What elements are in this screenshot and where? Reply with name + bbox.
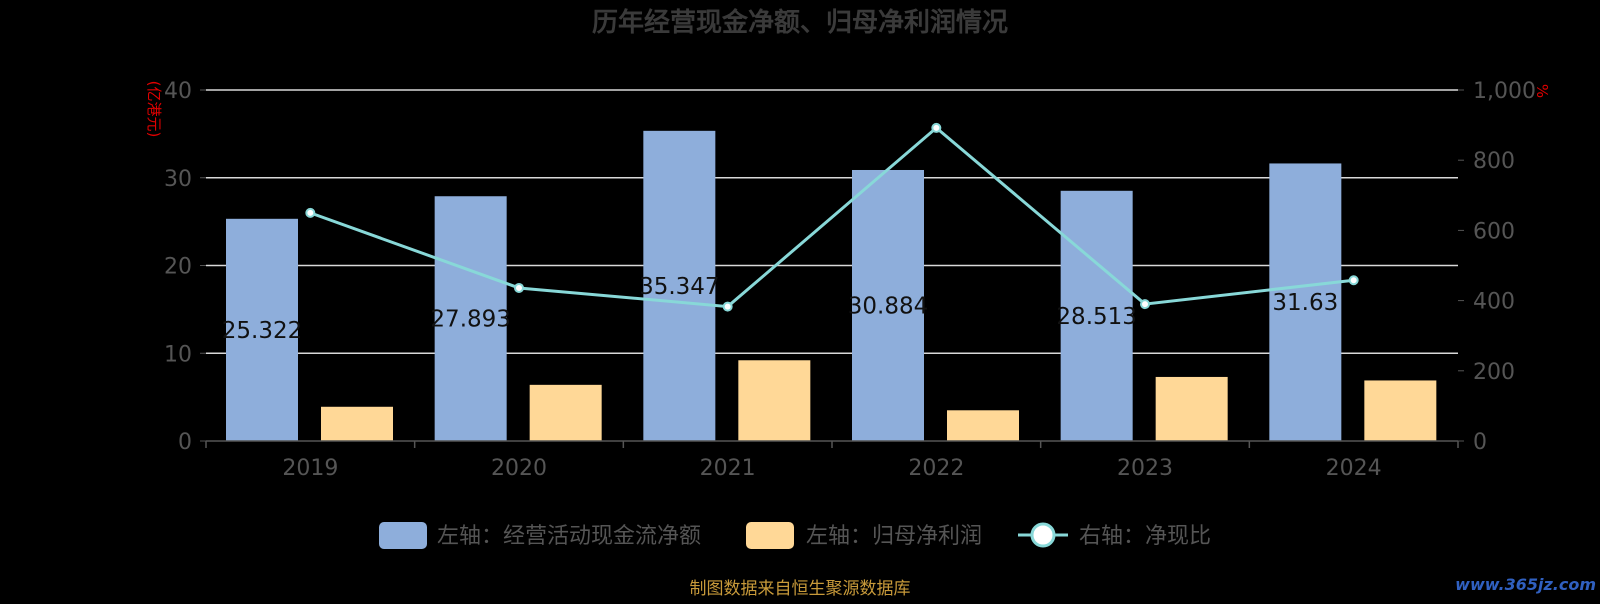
bar-value-label: 25.322: [222, 318, 302, 344]
x-axis-tick-label: 2019: [282, 456, 338, 481]
bar-value-labels: 25.322 27.893 35.347 30.884 28.513 31.63: [222, 274, 1339, 344]
right-axis-tick-label: 0: [1473, 430, 1487, 455]
legend-marker-ratio: [1030, 522, 1056, 548]
bar-net-profit: [321, 406, 393, 441]
x-axis-tick-label: 2023: [1117, 456, 1173, 481]
bar-value-label: 31.63: [1272, 290, 1338, 316]
bars: [226, 130, 1437, 441]
left-axis-tick-label: 10: [164, 342, 192, 367]
chart-title: 历年经营现金净额、归母净利润情况: [592, 7, 1008, 38]
left-axis-unit-label: (亿港元): [145, 81, 163, 138]
bar-net-profit: [529, 384, 602, 441]
legend-label-ratio: 右轴：净现比: [1079, 524, 1211, 549]
bar-cashflow: [1269, 163, 1342, 441]
legend-item-net-profit[interactable]: 左轴：归母净利润: [746, 522, 982, 549]
left-axis-tick-label: 30: [164, 167, 192, 192]
watermark: www.365jz.com: [1455, 575, 1596, 594]
right-axis-unit-label: %: [1533, 84, 1551, 98]
bar-value-label: 28.513: [1056, 304, 1136, 330]
bar-value-label: 27.893: [430, 307, 510, 333]
bar-value-label: 35.347: [639, 274, 719, 300]
x-axis: [205, 440, 1459, 448]
bar-cashflow: [643, 130, 716, 441]
bar-cashflow: [852, 169, 924, 441]
x-axis-labels: 2019 2020 2021 2022 2023 2024: [282, 456, 1381, 481]
x-axis-tick-label: 2022: [908, 456, 964, 481]
ratio-line: [309, 125, 1354, 309]
right-axis-tick-label: 400: [1473, 290, 1515, 315]
x-axis-tick-label: 2021: [700, 456, 756, 481]
x-axis-tick-label: 2020: [491, 456, 547, 481]
gridlines: [206, 89, 1458, 354]
ratio-point: [1348, 275, 1359, 286]
legend-label-cashflow: 左轴：经营活动现金流净额: [437, 524, 701, 549]
right-axis-tick-label: 200: [1473, 360, 1515, 385]
ratio-point: [514, 282, 524, 293]
legend-item-ratio[interactable]: 右轴：净现比: [1018, 522, 1211, 549]
ratio-point: [931, 122, 942, 133]
left-axis-ticks: 0 10 20 30 40: [164, 79, 206, 455]
legend-item-cashflow[interactable]: 左轴：经营活动现金流净额: [379, 522, 701, 549]
left-axis-tick-label: 40: [164, 79, 192, 104]
left-axis-tick-label: 0: [178, 430, 192, 455]
x-axis-tick-label: 2024: [1326, 456, 1382, 481]
ratio-point: [1140, 299, 1150, 310]
bar-cashflow: [1060, 190, 1133, 441]
bar-net-profit: [1155, 376, 1228, 441]
right-axis-tick-label: 800: [1473, 149, 1515, 174]
bar-net-profit: [738, 360, 811, 441]
bar-net-profit: [1364, 380, 1437, 441]
right-axis-ticks: 0 200 400 600 800 1,000: [1458, 79, 1536, 455]
source-note: 制图数据来自恒生聚源数据库: [690, 579, 911, 599]
bar-net-profit: [947, 410, 1019, 441]
legend-label-net-profit: 左轴：归母净利润: [806, 524, 982, 549]
bar-cashflow: [434, 196, 507, 441]
bar-value-label: 30.884: [848, 293, 928, 319]
legend-swatch-net-profit: [746, 522, 794, 549]
bar-cashflow: [226, 218, 298, 441]
legend-swatch-cashflow: [379, 522, 427, 549]
ratio-line-series: [305, 122, 1359, 312]
legend[interactable]: 左轴：经营活动现金流净额 左轴：归母净利润 右轴：净现比: [379, 522, 1211, 549]
right-axis-tick-label: 1,000: [1473, 79, 1536, 104]
left-axis-tick-label: 20: [164, 255, 192, 280]
ratio-point: [722, 301, 733, 312]
right-axis-tick-label: 600: [1473, 219, 1515, 244]
ratio-point: [305, 207, 316, 218]
